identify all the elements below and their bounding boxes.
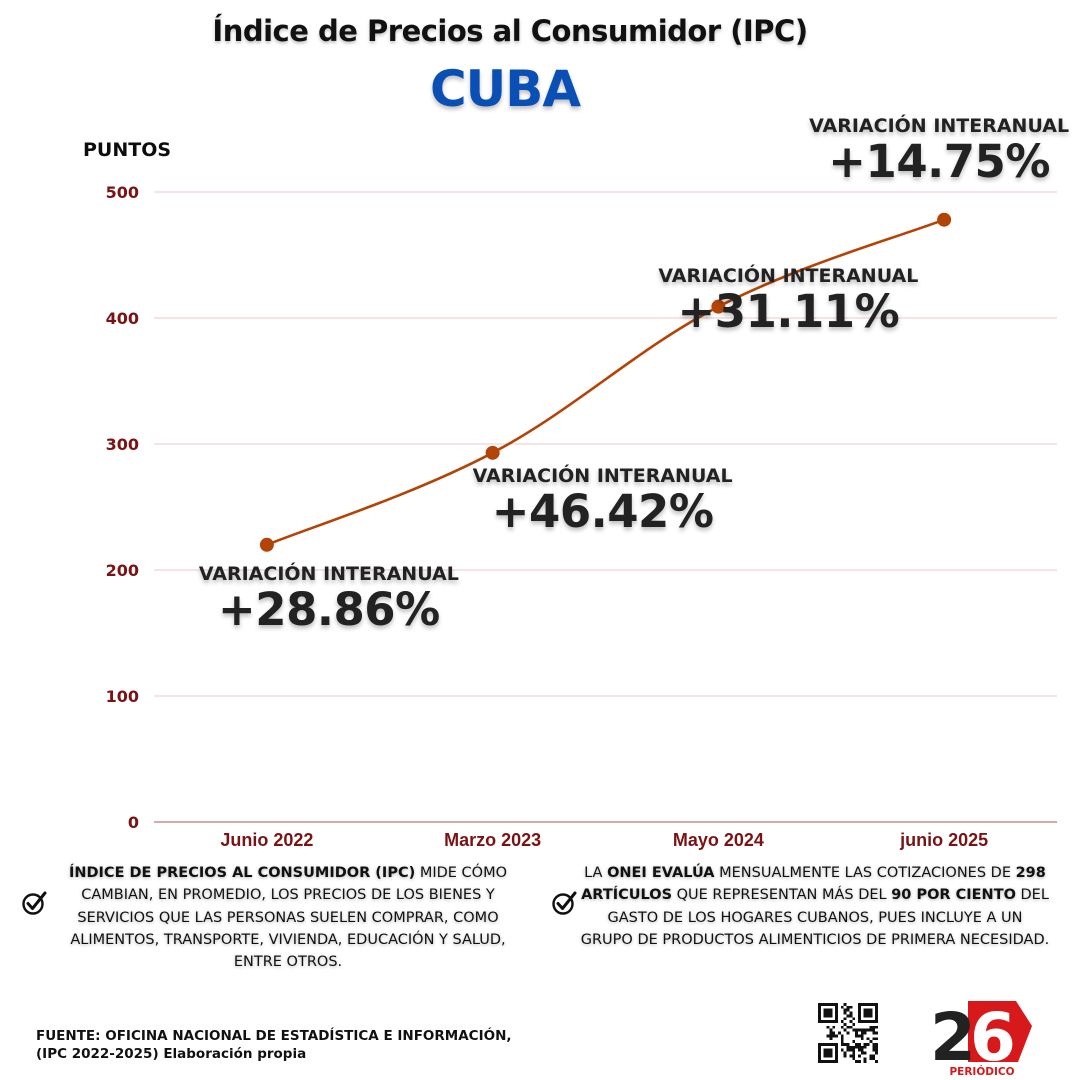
data-point: [937, 212, 952, 227]
y-tick-label: 100: [106, 687, 139, 706]
periodico-26-logo[interactable]: 26 PERIÓDICO: [928, 998, 1033, 1078]
data-point: [711, 299, 726, 314]
y-tick-label: 500: [106, 183, 139, 202]
note-right-bold: 298 ARTÍCULOS: [581, 865, 1046, 904]
annotation-variacion: VARIACIÓN INTERANUAL +31.11%: [638, 265, 938, 338]
note-left-text: MIDE CÓMO CAMBIAN, EN PROMEDIO, LOS PREC…: [70, 865, 508, 971]
annotation-value: +14.75%: [828, 134, 1050, 188]
note-onei-method: LA ONEI EVALÚA MENSUALMENTE LAS COTIZACI…: [580, 862, 1050, 951]
y-axis-label: PUNTOS: [83, 139, 172, 161]
data-point: [259, 537, 274, 552]
data-point: [485, 445, 500, 460]
source-credit: FUENTE: OFICINA NACIONAL DE ESTADÍSTICA …: [36, 1027, 512, 1063]
qr-code-icon[interactable]: [818, 1003, 878, 1063]
annotation-value: +28.86%: [218, 582, 440, 636]
annotation-variacion: VARIACIÓN INTERANUAL +46.42%: [453, 465, 753, 538]
x-tick-label: Junio 2022: [220, 830, 313, 850]
logo-text: PERIÓDICO: [949, 1065, 1014, 1078]
note-right-text: QUE REPRESENTAN MÁS DEL: [672, 887, 892, 904]
source-line-2: (IPC 2022-2025) Elaboración propia: [36, 1046, 307, 1062]
x-tick-label: Mayo 2024: [673, 830, 764, 850]
check-circle-icon: [552, 891, 577, 915]
note-right-text: MENSUALMENTE LAS COTIZACIONES DE: [714, 865, 1016, 881]
logo-number: 26: [930, 999, 1013, 1076]
note-right-bold: ONEI EVALÚA: [607, 865, 715, 881]
annotation-label: VARIACIÓN INTERANUAL: [198, 562, 459, 585]
note-ipc-definition: ÍNDICE DE PRECIOS AL CONSUMIDOR (IPC) MI…: [58, 862, 518, 973]
note-right-text: LA: [584, 865, 608, 881]
chart-title: Índice de Precios al Consumidor (IPC): [212, 14, 808, 48]
note-right-text: DEL GASTO DE LOS HOGARES CUBANOS, PUES I…: [580, 887, 1050, 948]
series-line-ipc: [266, 218, 945, 547]
y-ticks: 0 100 200 300 400 500: [106, 183, 139, 832]
x-tick-label: Marzo 2023: [444, 830, 541, 850]
annotation-label: VARIACIÓN INTERANUAL: [809, 114, 1070, 137]
line-chart: 0 100 200 300 400 500 Junio 2022 Marzo 2023 May…: [106, 183, 1057, 850]
x-tick-label: junio 2025: [899, 830, 988, 850]
chart-subtitle: CUBA: [429, 60, 581, 118]
note-left-bold: ÍNDICE DE PRECIOS AL CONSUMIDOR (IPC): [68, 865, 416, 881]
note-right-bold: 90 POR CIENTO: [891, 887, 1016, 904]
y-tick-label: 400: [106, 309, 139, 328]
x-ticks: Junio 2022 Marzo 2023 Mayo 2024 junio 2025: [220, 830, 988, 850]
logo-shape: [968, 1001, 1032, 1062]
check-circle-icon: [22, 891, 47, 915]
y-tick-label: 0: [128, 813, 139, 832]
annotation-label: VARIACIÓN INTERANUAL: [658, 264, 919, 287]
annotation-value: +31.11%: [677, 284, 900, 338]
annotation-value: +46.42%: [491, 484, 714, 538]
annotation-variacion: VARIACIÓN INTERANUAL +14.75%: [789, 115, 1080, 188]
y-tick-label: 300: [106, 435, 139, 454]
annotation-label: VARIACIÓN INTERANUAL: [472, 464, 733, 487]
y-tick-label: 200: [106, 561, 139, 580]
data-points: [259, 212, 952, 552]
source-line-1: FUENTE: OFICINA NACIONAL DE ESTADÍSTICA …: [36, 1028, 512, 1044]
gridlines: [154, 191, 1057, 823]
annotation-variacion: VARIACIÓN INTERANUAL +28.86%: [179, 563, 479, 636]
